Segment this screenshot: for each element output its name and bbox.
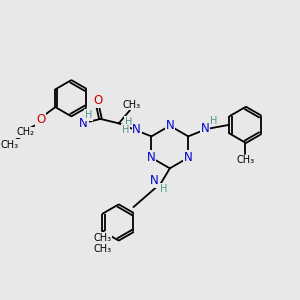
Text: H: H — [122, 125, 129, 135]
Text: CH₂: CH₂ — [17, 127, 35, 137]
Text: H: H — [160, 184, 168, 194]
Text: N: N — [147, 151, 156, 164]
Text: CH₃: CH₃ — [94, 244, 112, 254]
Text: CH₃: CH₃ — [236, 155, 254, 165]
Text: N: N — [79, 117, 88, 130]
Text: H: H — [210, 116, 218, 126]
Text: N: N — [184, 151, 193, 164]
Text: N: N — [165, 118, 174, 132]
Text: CH₃: CH₃ — [93, 233, 111, 243]
Text: H: H — [85, 110, 92, 120]
Text: H: H — [125, 117, 132, 127]
Text: O: O — [36, 113, 45, 126]
Text: CH₃: CH₃ — [122, 100, 141, 110]
Text: N: N — [150, 174, 159, 187]
Text: O: O — [93, 94, 102, 107]
Text: N: N — [201, 122, 209, 136]
Text: CH₃: CH₃ — [0, 140, 19, 150]
Text: N: N — [132, 123, 141, 136]
